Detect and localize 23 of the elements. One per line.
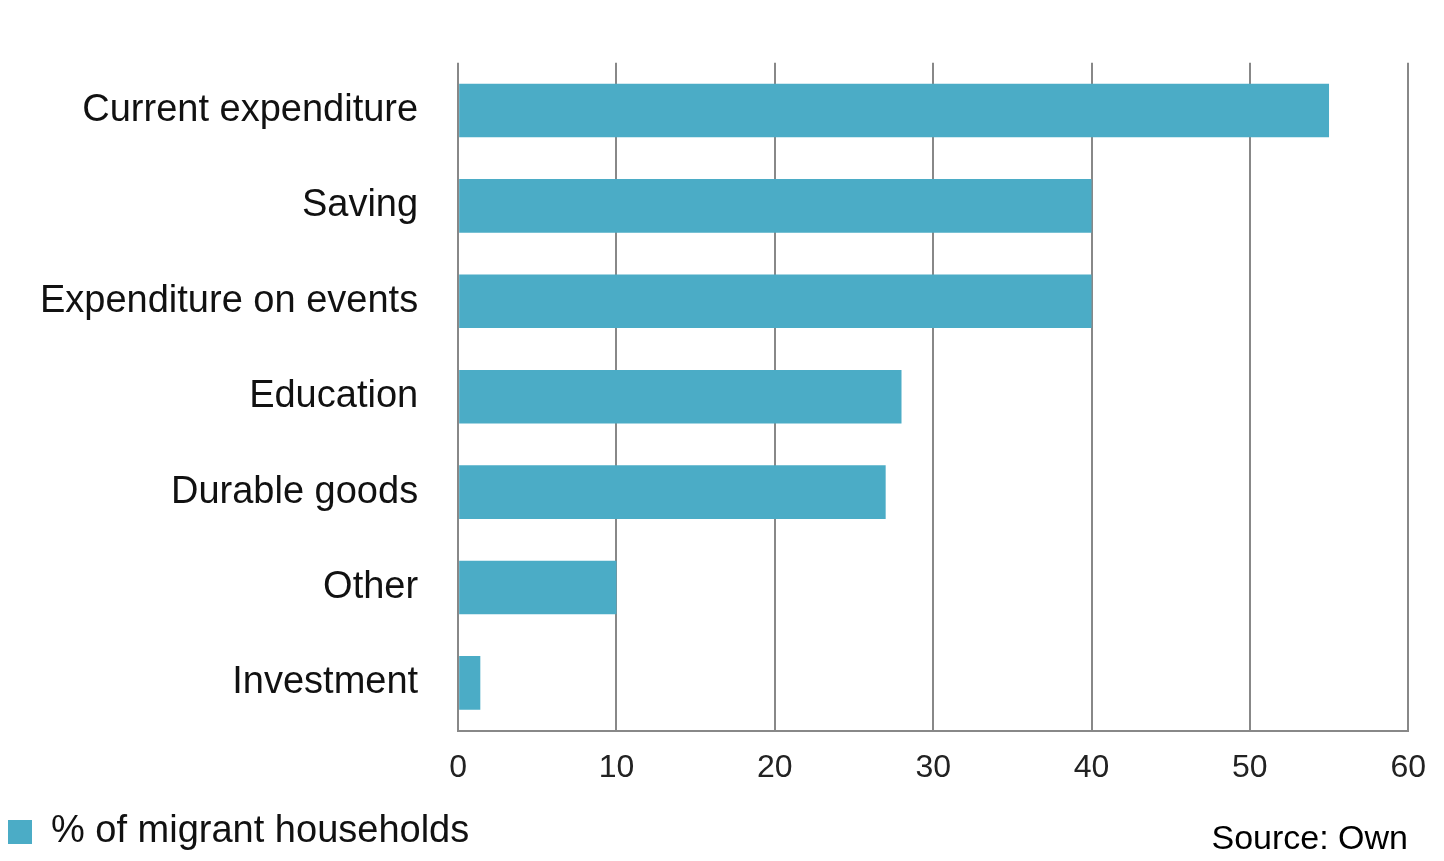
- bar: [459, 274, 1092, 329]
- x-tick-label: 40: [1073, 747, 1110, 784]
- x-tick-label: 60: [1390, 747, 1426, 784]
- y-tick-label: Saving: [301, 182, 419, 225]
- bar: [459, 465, 886, 519]
- y-tick-label: Expenditure on events: [39, 277, 419, 320]
- x-tick-label: 30: [915, 747, 951, 784]
- legend-label: % of migrant households: [51, 808, 470, 851]
- bar: [459, 656, 481, 710]
- x-tick-label: 20: [757, 747, 793, 784]
- y-tick-label: Investment: [232, 659, 419, 702]
- x-tick-label: 10: [598, 747, 635, 784]
- y-tick-label: Other: [323, 563, 419, 606]
- x-tick-label: 50: [1232, 747, 1268, 784]
- bar: [459, 179, 1092, 233]
- x-tick-label: 0: [449, 747, 468, 784]
- bar: [459, 560, 617, 615]
- y-tick-label: Education: [249, 373, 419, 416]
- y-tick-label: Current expenditure: [82, 86, 419, 129]
- bar: [459, 83, 1330, 138]
- source-note: Source: Own: [1211, 818, 1408, 857]
- y-tick-label: Durable goods: [170, 468, 419, 511]
- bar: [459, 369, 902, 424]
